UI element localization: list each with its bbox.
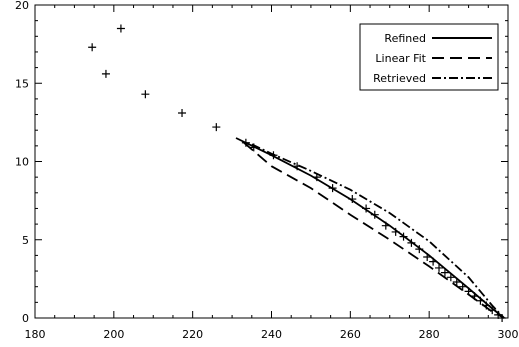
data-point (415, 245, 424, 254)
x-tick-label: 300 (498, 328, 519, 341)
x-tick-label: 180 (25, 328, 46, 341)
y-tick-label: 20 (15, 0, 29, 12)
data-point (348, 195, 357, 204)
series-line-retrieved (251, 143, 505, 319)
data-point (141, 90, 150, 99)
data-point (362, 204, 371, 213)
y-tick-label: 5 (22, 234, 29, 247)
data-point (88, 43, 97, 52)
legend-label-retrieved: Retrieved (373, 72, 426, 85)
data-point (399, 232, 408, 241)
x-tick-labels: 180 200 220 240 260 280 300 (25, 328, 519, 341)
legend-label-linear-fit: Linear Fit (375, 52, 426, 65)
data-point (178, 108, 187, 117)
data-point (370, 210, 379, 219)
data-point (446, 273, 455, 282)
axis-ticks (34, 4, 509, 319)
data-point (429, 257, 438, 266)
data-point (328, 184, 337, 193)
data-point (212, 123, 221, 132)
data-point (440, 268, 449, 277)
data-point (101, 69, 110, 78)
data-point (464, 287, 473, 296)
data-point (488, 306, 497, 315)
x-tick-label: 240 (261, 328, 282, 341)
x-tick-label: 280 (419, 328, 440, 341)
data-point (498, 314, 507, 322)
data-point (381, 221, 390, 230)
y-tick-label: 10 (15, 156, 29, 169)
data-point (269, 151, 278, 160)
data-point (452, 278, 461, 287)
y-tick-label: 15 (15, 77, 29, 90)
data-point (458, 282, 467, 291)
legend: Refined Linear Fit Retrieved (359, 23, 499, 91)
y-tick-label: 0 (22, 312, 29, 325)
y-tick-labels: 0 5 10 15 20 (15, 0, 29, 325)
data-point (482, 301, 491, 310)
legend-label-refined: Refined (384, 32, 426, 45)
data-point (423, 252, 432, 261)
data-points (88, 24, 507, 322)
series-lines (235, 137, 505, 319)
data-point (116, 24, 125, 33)
data-point (407, 238, 416, 247)
data-point (241, 138, 250, 147)
x-tick-label: 200 (103, 328, 124, 341)
data-point (312, 173, 321, 182)
data-point (249, 143, 258, 152)
data-point (435, 263, 444, 272)
data-point (391, 227, 400, 236)
data-point (470, 292, 479, 301)
x-tick-label: 220 (182, 328, 203, 341)
x-tick-label: 260 (340, 328, 361, 341)
data-point (476, 296, 485, 305)
data-point (293, 162, 302, 171)
